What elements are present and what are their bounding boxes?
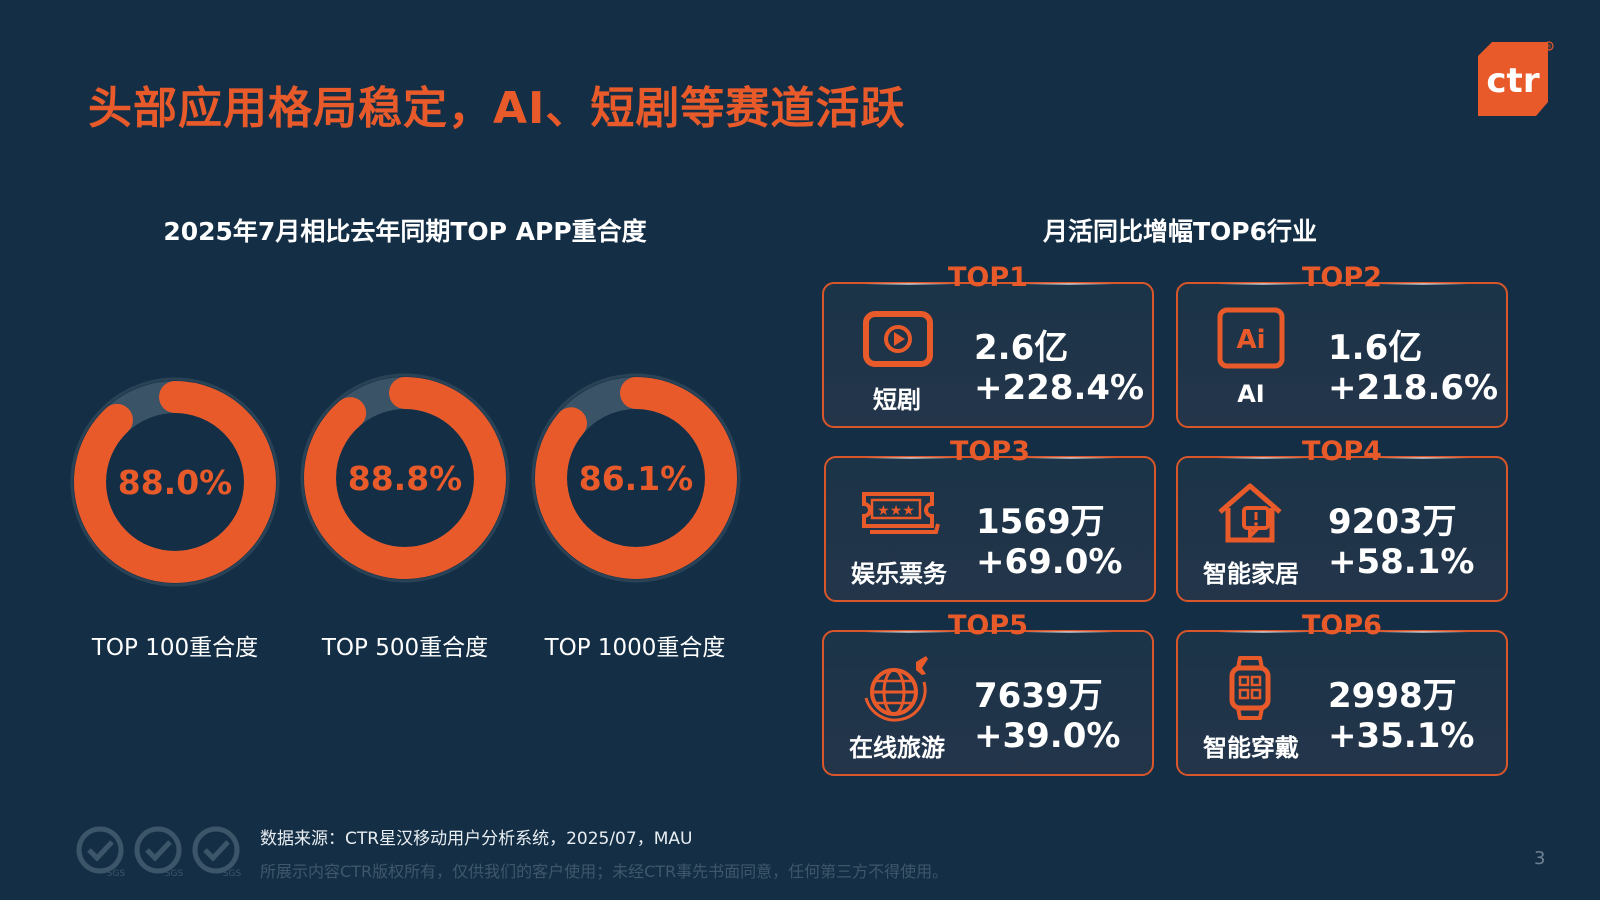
donut-top500: 88.8% (300, 373, 510, 583)
industry-growth: +218.6% (1328, 368, 1499, 408)
industry-mau: 2.6亿 (974, 328, 1069, 368)
industry-card-top4: TOP4 智能家居 9203万 +58.1% (1176, 436, 1508, 602)
industry-mau: 1569万 (976, 502, 1105, 542)
sgs-label: SGS (107, 869, 126, 878)
ctr-logo: ctr ® (1478, 41, 1554, 116)
smart-home-icon (1218, 483, 1282, 543)
industry-rank: TOP4 (1294, 436, 1390, 467)
donut-top1000: 86.1% (531, 373, 741, 583)
copyright-note: 所展示内容CTR版权所有，仅供我们的客户使用；未经CTR事先书面同意，任何第三方… (260, 862, 949, 881)
donut-outline (300, 373, 510, 583)
industry-rank: TOP1 (940, 262, 1036, 293)
donut-top100: 88.0% (70, 377, 280, 587)
industry-card-top5: TOP5 在线旅游 7639万 +39.0% (822, 610, 1154, 776)
industry-mau: 7639万 (974, 676, 1103, 716)
industry-rank: TOP3 (942, 436, 1038, 467)
industry-name: 在线旅游 (849, 734, 945, 762)
logo-registered-mark: ® (1546, 44, 1552, 51)
slide-title: 头部应用格局稳定，AI、短剧等赛道活跃 (88, 83, 906, 134)
svg-text:Ai: Ai (1236, 325, 1265, 355)
donut-section-title: 2025年7月相比去年同期TOP APP重合度 (163, 217, 647, 246)
industry-rank: TOP2 (1294, 262, 1390, 293)
page-number: 3 (1534, 848, 1546, 869)
donut-outline (70, 377, 280, 587)
donut-slice-top100 (74, 381, 276, 583)
svg-text:★★★: ★★★ (877, 503, 915, 519)
industry-growth: +58.1% (1328, 542, 1475, 582)
industry-rank: TOP5 (940, 610, 1036, 641)
industry-card-top2: TOP2 Ai AI 1.6亿 +218.6% (1176, 262, 1508, 428)
industry-growth: +39.0% (974, 716, 1121, 756)
donut-value-top500: 88.8% (348, 459, 463, 498)
globe-plane-icon (864, 656, 928, 722)
industry-name: 短剧 (873, 386, 921, 414)
sgs-certification-icon: SGS (192, 826, 242, 878)
logo-text: ctr (1486, 61, 1539, 101)
donut-slice-top500 (304, 377, 506, 579)
industry-name: 娱乐票务 (851, 560, 947, 588)
ticket-icon: ★★★ (862, 492, 940, 534)
donut-value-top100: 88.0% (118, 463, 233, 502)
industry-growth: +228.4% (974, 368, 1145, 408)
donut-label-top500: TOP 500重合度 (321, 635, 489, 661)
industry-card-top3: TOP3 ★★★ 娱乐票务 1569万 +69.0% (824, 436, 1156, 602)
industry-name: AI (1237, 380, 1265, 408)
industry-name: 智能穿戴 (1203, 734, 1299, 762)
industry-rank: TOP6 (1294, 610, 1390, 641)
industry-growth: +69.0% (976, 542, 1123, 582)
industry-mau: 2998万 (1328, 676, 1457, 716)
donut-slice-top1000 (535, 377, 737, 579)
industry-card-top1: TOP1 短剧 2.6亿 +228.4% (822, 262, 1154, 428)
donut-value-top1000: 86.1% (579, 459, 694, 498)
sgs-certification-icon: SGS (76, 826, 126, 878)
data-source-note: 数据来源：CTR星汉移动用户分析系统，2025/07，MAU (260, 829, 693, 849)
industry-section-title: 月活同比增幅TOP6行业 (1042, 217, 1318, 246)
donut-label-top1000: TOP 1000重合度 (544, 635, 726, 661)
industry-mau: 9203万 (1328, 502, 1457, 542)
donut-outline (531, 373, 741, 583)
sgs-label: SGS (223, 869, 242, 878)
play-video-icon (863, 311, 933, 367)
industry-mau: 1.6亿 (1328, 328, 1423, 368)
overlap-donut-chart: 88.0% 88.8% 86.1% (70, 373, 741, 587)
donut-label-top100: TOP 100重合度 (91, 635, 259, 661)
industry-name: 智能家居 (1203, 560, 1299, 588)
smartwatch-icon (1229, 656, 1271, 720)
sgs-certification-icon: SGS (134, 826, 184, 878)
sgs-label: SGS (165, 869, 184, 878)
industry-growth: +35.1% (1328, 716, 1475, 756)
industry-card-top6: TOP6 智能穿戴 2998万 +35.1% (1176, 610, 1508, 776)
ai-badge-icon: Ai (1217, 307, 1285, 369)
